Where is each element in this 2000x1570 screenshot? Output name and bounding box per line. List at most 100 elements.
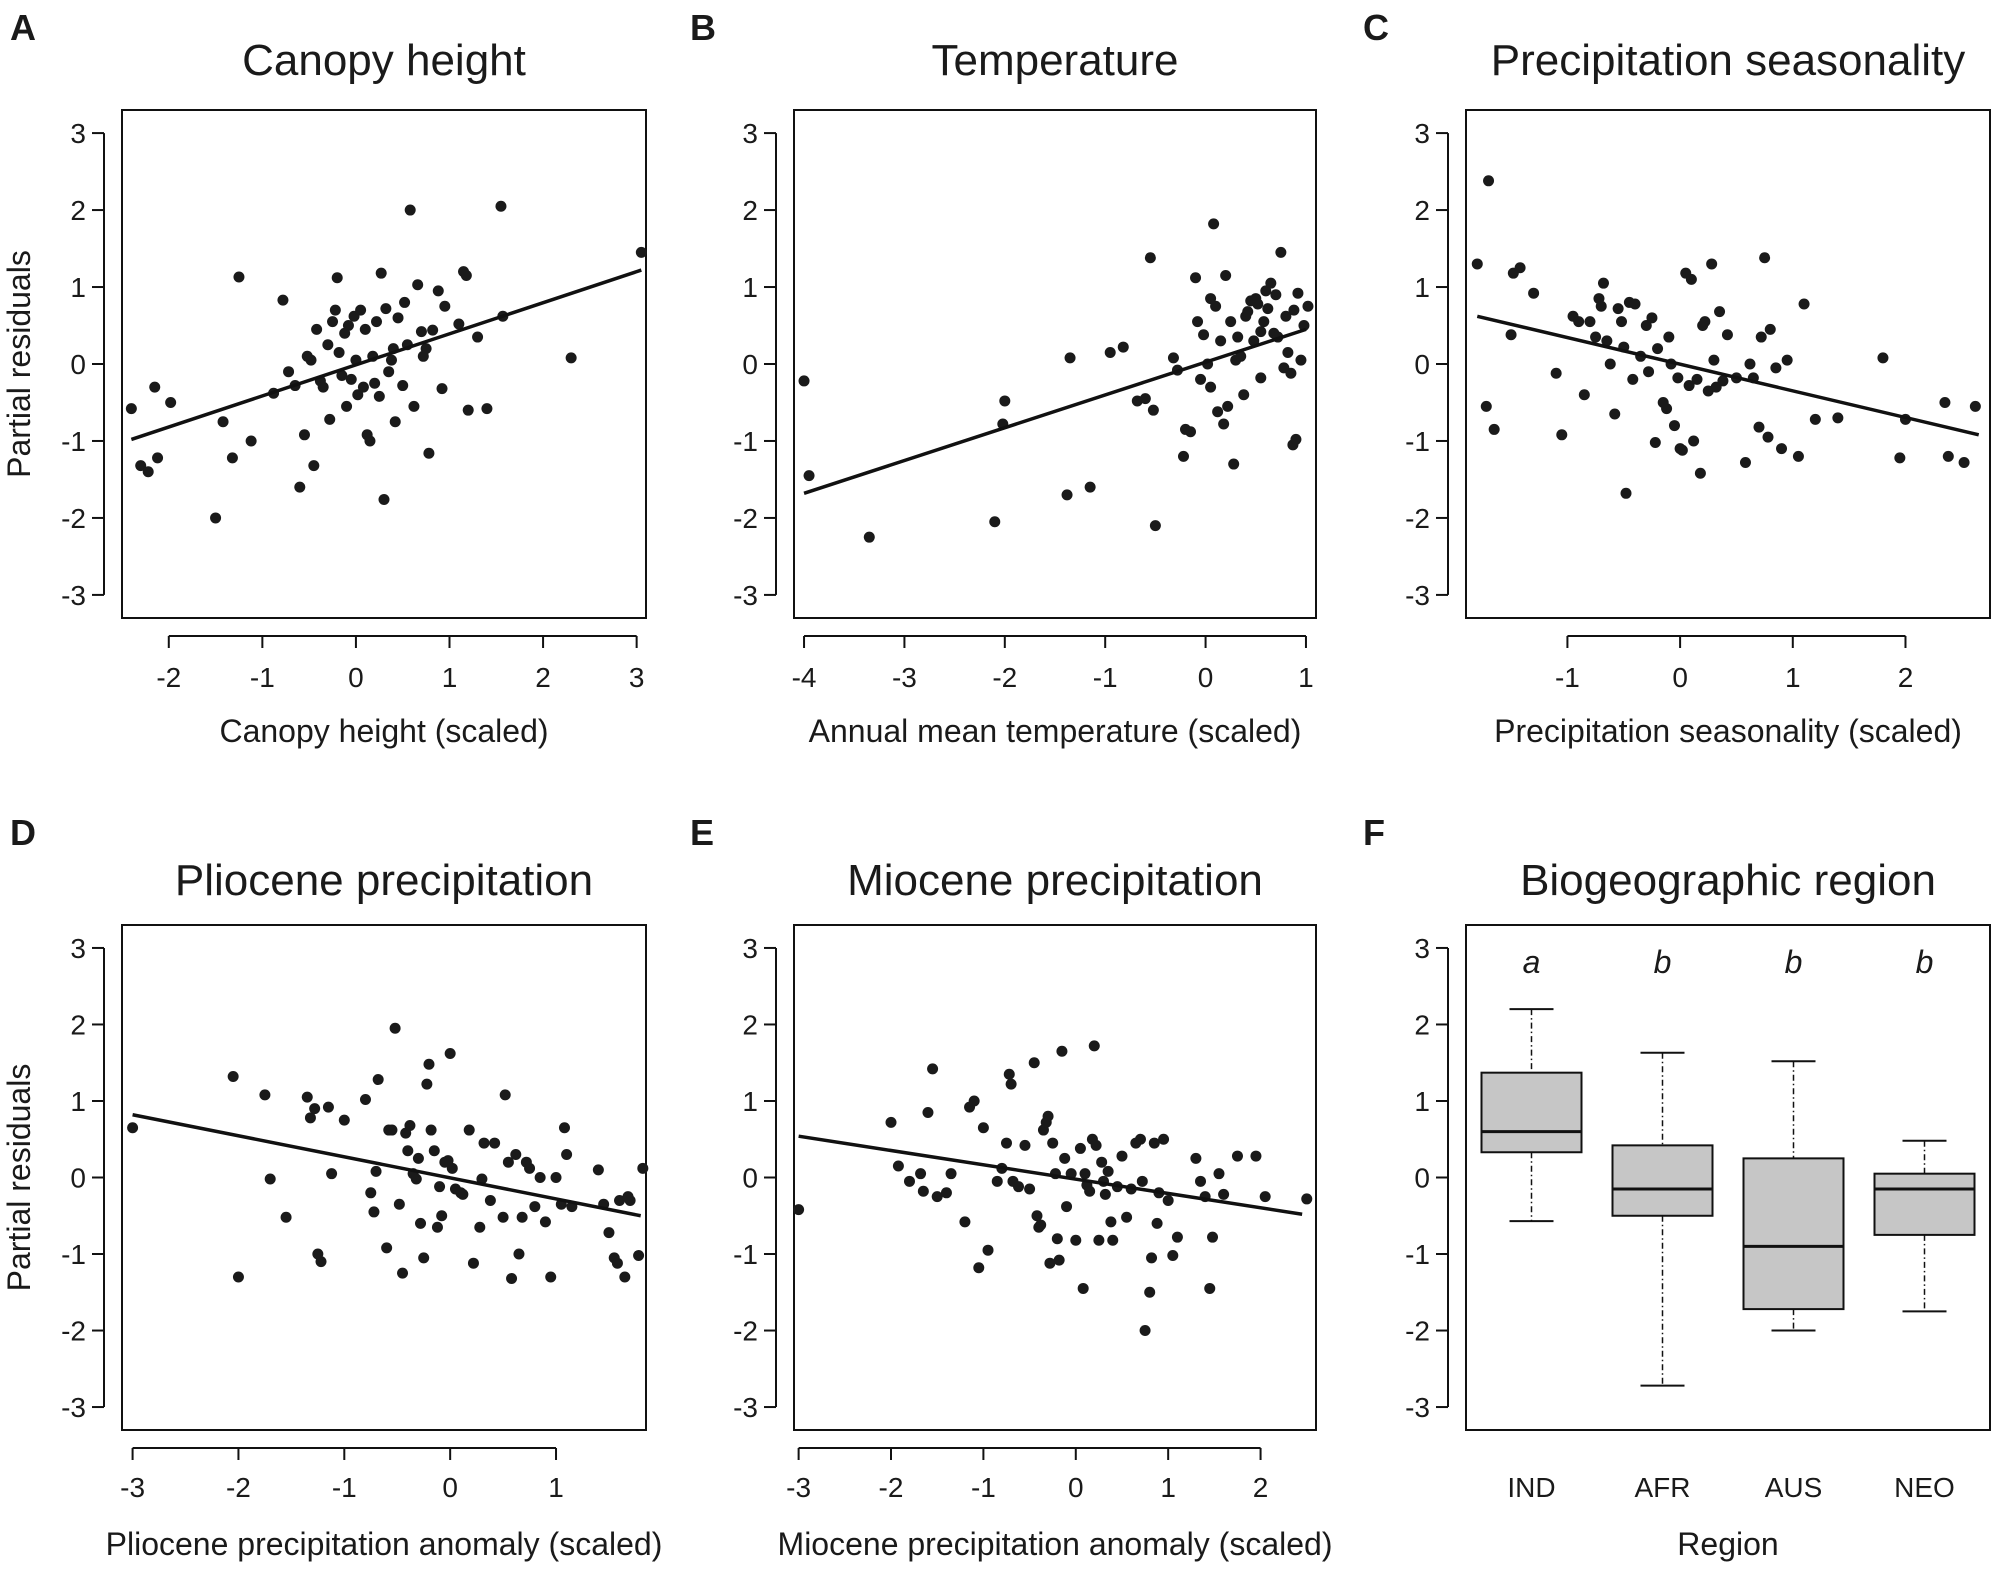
data-point <box>336 370 348 382</box>
data-point <box>863 531 875 543</box>
data-point <box>1262 303 1274 315</box>
x-tick-label: 0 <box>1068 1472 1084 1503</box>
panel-b: B Temperature -3 -2 -1 0 1 2 3 Annual mean temper… <box>690 7 1317 749</box>
data-point <box>922 1106 934 1118</box>
data-point <box>404 1119 416 1131</box>
data-point <box>415 326 427 338</box>
data-point <box>1661 403 1673 415</box>
data-point <box>1149 520 1161 532</box>
data-point <box>1597 277 1609 289</box>
data-point <box>1292 287 1304 299</box>
data-point <box>1275 246 1287 258</box>
data-point <box>375 267 387 279</box>
data-point <box>412 279 424 291</box>
data-point <box>1646 312 1658 324</box>
data-point <box>484 1194 496 1206</box>
data-point <box>476 1173 488 1185</box>
data-point <box>474 1221 486 1233</box>
data-point <box>945 1168 957 1180</box>
x-tick-label: 0 <box>1672 662 1688 693</box>
data-point <box>1248 335 1260 347</box>
data-point <box>408 400 420 412</box>
y-tick-label: 0 <box>70 1163 86 1194</box>
data-point <box>550 1172 562 1183</box>
y-tick-label: 0 <box>742 349 758 380</box>
data-point <box>1232 331 1244 343</box>
y-tick-label: -2 <box>733 503 758 534</box>
x-tick-label: -3 <box>892 662 917 693</box>
data-point <box>1609 408 1621 420</box>
data-point <box>412 1152 424 1164</box>
y-tick-label: 1 <box>742 1086 758 1117</box>
y-tick-label: -2 <box>61 1316 86 1347</box>
data-point <box>1167 352 1179 364</box>
data-point <box>460 269 472 281</box>
data-point <box>457 1188 469 1200</box>
panel-title: Canopy height <box>242 36 526 85</box>
data-point <box>1077 1282 1089 1294</box>
data-point <box>1061 1201 1073 1213</box>
y-tick-label: -2 <box>1405 1316 1430 1347</box>
data-point <box>404 204 416 216</box>
plot-frame <box>121 924 647 1431</box>
data-point <box>1190 1152 1202 1164</box>
data-point <box>793 1204 805 1216</box>
y-tick-label: 3 <box>1414 118 1430 149</box>
data-point <box>917 1185 929 1197</box>
data-point <box>1706 258 1718 270</box>
y-tick-label: -2 <box>733 1316 758 1347</box>
x-tick-label: 2 <box>535 662 551 693</box>
data-point <box>368 1206 380 1218</box>
data-point <box>1158 1133 1170 1145</box>
data-point <box>1556 429 1568 441</box>
panel-title: Precipitation seasonality <box>1491 36 1965 85</box>
data-point <box>383 366 395 378</box>
significance-letter: b <box>1654 944 1672 980</box>
data-point <box>1958 457 1970 469</box>
data-point <box>370 1165 382 1177</box>
box-afr: b <box>1611 944 1714 1387</box>
data-point <box>1084 481 1096 493</box>
panel-e: E Miocene precipitation -3 -2 -1 0 1 2 3 Miocene … <box>690 812 1332 1562</box>
panel-f: F Biogeographic region -3 -2 -1 0 1 2 3 Region IND… <box>1363 812 1991 1562</box>
y-tick-label: -2 <box>1405 503 1430 534</box>
y-tick-label: -3 <box>61 580 86 611</box>
x-tick-label: -2 <box>156 662 181 693</box>
data-point <box>324 413 336 425</box>
data-point <box>516 1211 528 1223</box>
data-point <box>534 1172 546 1183</box>
data-point <box>1185 426 1197 438</box>
data-point <box>1699 316 1711 328</box>
data-point <box>371 316 383 328</box>
data-point <box>1117 341 1129 353</box>
data-point <box>510 1149 522 1161</box>
data-point <box>1204 1282 1216 1294</box>
data-point <box>1877 352 1889 364</box>
data-point <box>1776 443 1788 455</box>
data-point <box>1298 320 1310 332</box>
panel-c: C Precipitation seasonality -3 -2 -1 0 1 2 3 Prec… <box>1363 7 1991 749</box>
data-point <box>1088 1040 1100 1052</box>
data-point <box>1764 323 1776 335</box>
data-point <box>1290 433 1302 445</box>
data-point <box>497 1211 509 1223</box>
data-point <box>1809 413 1821 425</box>
data-point <box>142 466 154 478</box>
data-point <box>633 1250 645 1262</box>
panel-title: Pliocene precipitation <box>175 856 593 905</box>
y-tick-label: -3 <box>61 1392 86 1423</box>
data-point <box>149 381 161 393</box>
data-point <box>418 1252 430 1264</box>
plot-frame <box>121 109 647 619</box>
y-tick-label: 2 <box>1414 1009 1430 1040</box>
data-point <box>1488 423 1500 435</box>
data-point <box>1708 354 1720 366</box>
data-point <box>1798 298 1810 310</box>
iqr-box <box>1873 1172 1976 1236</box>
panel-letter: F <box>1363 812 1385 853</box>
data-point <box>1643 366 1655 378</box>
data-point <box>915 1168 927 1180</box>
y-tick-label: 3 <box>742 933 758 964</box>
data-point <box>1672 372 1684 384</box>
